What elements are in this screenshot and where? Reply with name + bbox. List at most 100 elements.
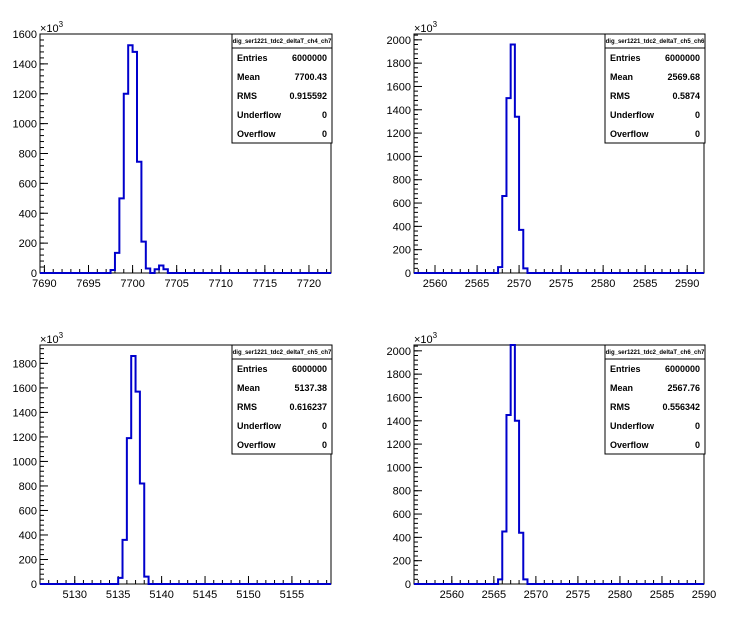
y-tick-label: 800 bbox=[393, 175, 411, 187]
stats-row-label: Entries bbox=[610, 53, 641, 63]
y-multiplier-label: ×103 bbox=[414, 20, 438, 35]
stats-row-label: Mean bbox=[610, 72, 633, 82]
stats-box: dig_ser1221_tdc2_deltaT_ch6_ch7 Entries 60… bbox=[604, 344, 706, 455]
stats-row-value: 0 bbox=[322, 129, 327, 139]
stats-row-label: Entries bbox=[237, 364, 268, 374]
y-tick-label: 200 bbox=[19, 238, 37, 250]
y-tick-label: 1000 bbox=[387, 151, 411, 163]
x-tick-label: 5145 bbox=[193, 589, 217, 601]
stats-row-value: 0 bbox=[322, 440, 327, 450]
y-tick-label: 1400 bbox=[387, 105, 411, 117]
y-tick-label: 400 bbox=[19, 530, 37, 542]
stats-row-label: Overflow bbox=[610, 440, 650, 450]
stats-row-label: RMS bbox=[610, 91, 630, 101]
stats-row-label: Mean bbox=[610, 383, 633, 393]
y-tick-label: 1600 bbox=[387, 392, 411, 404]
x-tick-label: 7700 bbox=[120, 278, 144, 290]
stats-row-value: 7700.43 bbox=[294, 72, 327, 82]
x-tick-label: 2580 bbox=[608, 589, 632, 601]
histogram-panel-1: 0 200 400 600 800 1000 1200 1400 1600 7690 7695 770… bbox=[13, 20, 333, 290]
stats-row-label: Underflow bbox=[610, 421, 655, 431]
stats-row-label: Overflow bbox=[237, 440, 277, 450]
x-tick-label: 2580 bbox=[591, 278, 615, 290]
x-tick-label: 7715 bbox=[253, 278, 277, 290]
histogram-line bbox=[40, 355, 331, 585]
stats-row-value: 6000000 bbox=[665, 364, 700, 374]
y-tick-label: 1200 bbox=[13, 432, 37, 444]
stats-row-value: 5137.38 bbox=[294, 383, 327, 393]
stats-row-label: Overflow bbox=[237, 129, 277, 139]
stats-box: dig_ser1221_tdc2_deltaT_ch5_ch6 Entries 60… bbox=[604, 33, 706, 144]
y-multiplier-label: ×103 bbox=[414, 331, 438, 346]
stats-row-value: 0.915592 bbox=[289, 91, 327, 101]
y-tick-label: 1000 bbox=[387, 462, 411, 474]
y-tick-label: 1800 bbox=[387, 58, 411, 70]
y-tick-label: 0 bbox=[31, 268, 37, 280]
y-multiplier-label: ×103 bbox=[40, 20, 64, 35]
y-tick-label: 1600 bbox=[13, 29, 37, 41]
y-tick-label: 1000 bbox=[13, 456, 37, 468]
stats-row-value: 0 bbox=[695, 129, 700, 139]
x-tick-label: 7720 bbox=[297, 278, 321, 290]
y-tick-label: 2000 bbox=[387, 346, 411, 358]
x-tick-label: 7705 bbox=[164, 278, 188, 290]
stats-row-label: Underflow bbox=[237, 110, 282, 120]
x-tick-label: 2565 bbox=[465, 278, 489, 290]
stats-box-title: dig_ser1221_tdc2_deltaT_ch6_ch7 bbox=[606, 350, 705, 356]
stats-box: dig_ser1221_tdc2_deltaT_ch5_ch7 Entries 60… bbox=[231, 344, 333, 455]
stats-row-label: RMS bbox=[237, 91, 257, 101]
x-tick-label: 2575 bbox=[566, 589, 590, 601]
y-tick-label: 1400 bbox=[13, 407, 37, 419]
y-tick-label: 400 bbox=[19, 208, 37, 220]
stats-row-value: 0 bbox=[322, 110, 327, 120]
x-tick-label: 7690 bbox=[32, 278, 56, 290]
y-multiplier-label: ×103 bbox=[40, 331, 64, 346]
stats-row-value: 2567.76 bbox=[667, 383, 700, 393]
y-tick-label: 600 bbox=[19, 505, 37, 517]
stats-row-label: RMS bbox=[610, 402, 630, 412]
stats-row-label: Entries bbox=[610, 364, 641, 374]
y-tick-label: 800 bbox=[19, 481, 37, 493]
stats-row-label: Underflow bbox=[610, 110, 655, 120]
stats-box-frame bbox=[604, 33, 706, 144]
stats-row-label: Entries bbox=[237, 53, 268, 63]
y-tick-label: 200 bbox=[393, 245, 411, 257]
x-tick-label: 2570 bbox=[507, 278, 531, 290]
stats-row-value: 0.5874 bbox=[672, 91, 700, 101]
stats-box: dig_ser1221_tdc2_deltaT_ch4_ch7 Entries 60… bbox=[231, 33, 333, 144]
x-tick-label: 2585 bbox=[650, 589, 674, 601]
stats-row-value: 0 bbox=[695, 440, 700, 450]
y-tick-label: 0 bbox=[405, 579, 411, 591]
stats-row-value: 0 bbox=[322, 421, 327, 431]
y-tick-label: 400 bbox=[393, 221, 411, 233]
x-tick-label: 2585 bbox=[633, 278, 657, 290]
x-tick-label: 2570 bbox=[524, 589, 548, 601]
stats-box-frame bbox=[231, 33, 333, 144]
x-tick-label: 2590 bbox=[675, 278, 699, 290]
stats-row-label: Mean bbox=[237, 72, 260, 82]
y-tick-label: 800 bbox=[19, 149, 37, 161]
x-tick-label: 5135 bbox=[106, 589, 130, 601]
stats-row-value: 0.616237 bbox=[289, 402, 327, 412]
stats-row-value: 6000000 bbox=[665, 53, 700, 63]
stats-row-value: 0 bbox=[695, 421, 700, 431]
y-tick-label: 0 bbox=[31, 579, 37, 591]
stats-row-value: 6000000 bbox=[292, 364, 327, 374]
histogram-line bbox=[414, 43, 704, 274]
y-tick-label: 1800 bbox=[13, 358, 37, 370]
stats-box-frame bbox=[231, 344, 333, 455]
stats-row-value: 6000000 bbox=[292, 53, 327, 63]
y-tick-label: 600 bbox=[393, 509, 411, 521]
stats-row-value: 0.556342 bbox=[662, 402, 700, 412]
y-tick-label: 0 bbox=[405, 268, 411, 280]
x-tick-label: 7710 bbox=[209, 278, 233, 290]
y-tick-label: 1400 bbox=[387, 416, 411, 428]
y-tick-label: 1200 bbox=[387, 439, 411, 451]
y-tick-label: 1000 bbox=[13, 119, 37, 131]
stats-box-title: dig_ser1221_tdc2_deltaT_ch4_ch7 bbox=[233, 39, 332, 45]
y-tick-label: 2000 bbox=[387, 35, 411, 47]
x-tick-label: 5150 bbox=[236, 589, 260, 601]
y-tick-label: 1600 bbox=[387, 81, 411, 93]
histogram-panel-3: 0 200 400 600 800 1000 1200 1400 1600 1800 5130 513… bbox=[13, 331, 333, 601]
